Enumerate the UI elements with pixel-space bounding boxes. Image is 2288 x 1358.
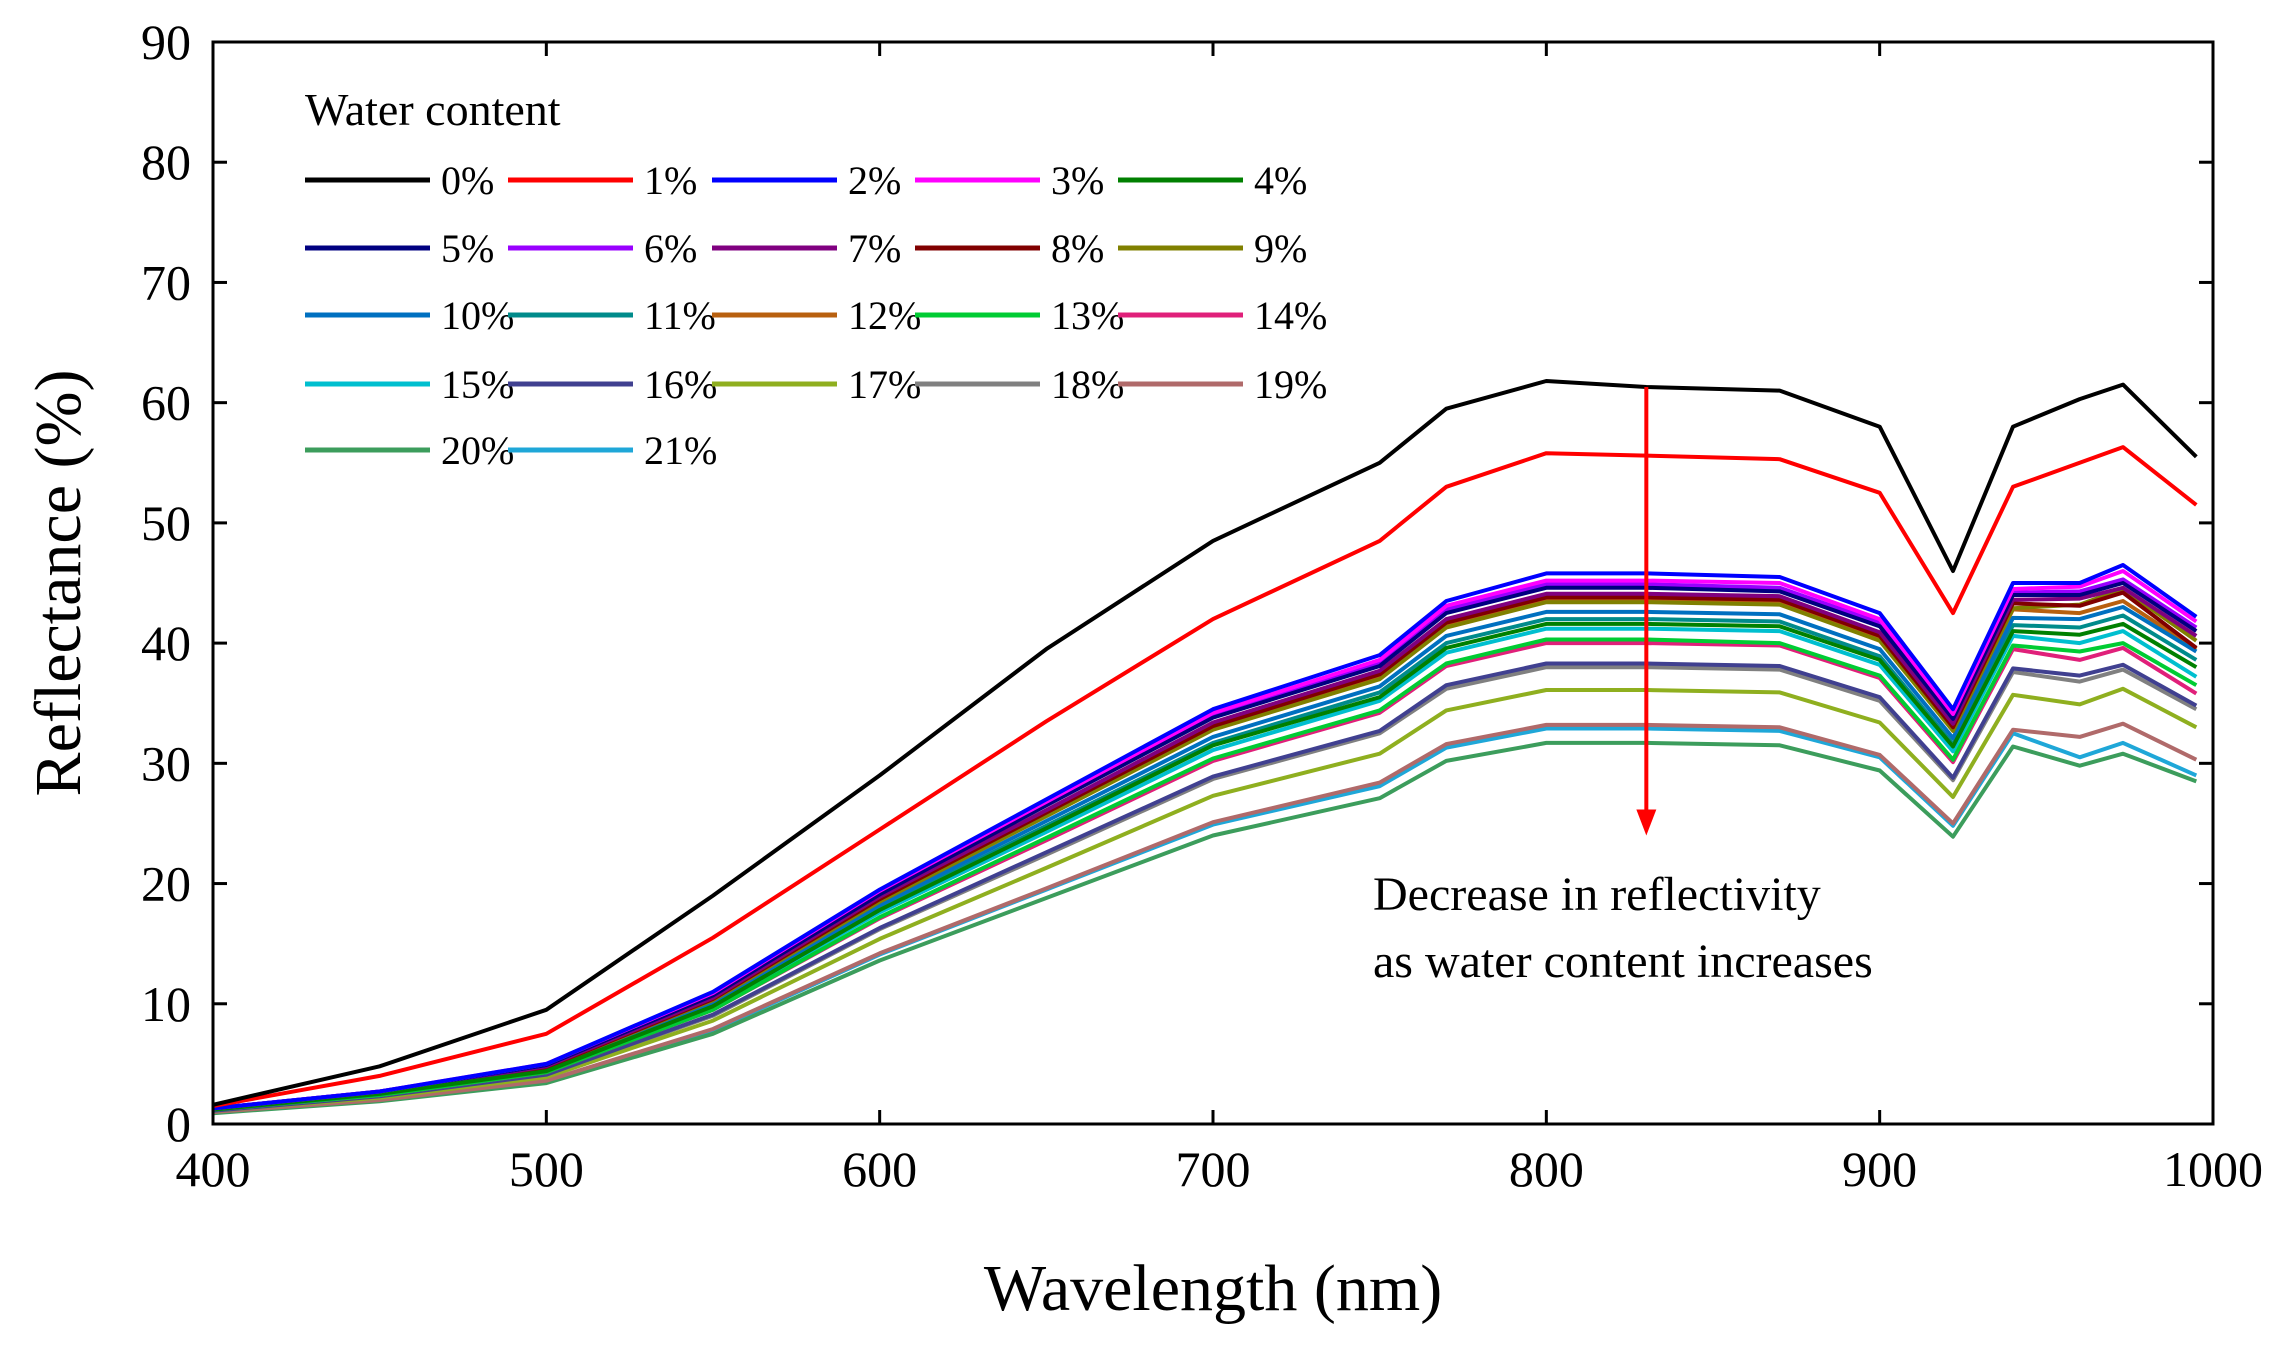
y-tick-label: 10 <box>141 976 191 1032</box>
x-tick-label: 500 <box>509 1141 584 1197</box>
legend-label-21pct: 21% <box>644 428 717 473</box>
y-tick-label: 30 <box>141 735 191 791</box>
ticks-layer: 400 500 600 700 800 900 1000 0 10 20 30 40 50 60 70 80 9… <box>141 14 2263 1197</box>
x-axis-title: Wavelength (nm) <box>984 1252 1442 1325</box>
y-tick-label: 0 <box>166 1096 191 1152</box>
annotation-text-line2: as water content increases <box>1373 935 1873 988</box>
series-line-2pct <box>212 563 2198 1111</box>
series-line-13pct <box>212 637 2198 1112</box>
legend-label-10pct: 10% <box>441 293 514 338</box>
y-tick-label: 60 <box>141 375 191 431</box>
axes-layer <box>211 40 2215 1126</box>
annotation-arrow-head <box>1636 809 1657 836</box>
legend-label-13pct: 13% <box>1051 293 1124 338</box>
legend-label-11pct: 11% <box>644 293 716 338</box>
y-tick-label: 50 <box>141 495 191 551</box>
y-tick-label: 40 <box>141 615 191 671</box>
series-line-16pct <box>212 661 2198 1113</box>
series-line-17pct <box>212 686 2198 1113</box>
legend-label-15pct: 15% <box>441 362 514 407</box>
y-axis-title: Reflectance (%) <box>22 370 95 797</box>
annotation-layer: Decrease in reflectivity as water conten… <box>1373 387 1873 988</box>
legend-label-12pct: 12% <box>848 293 921 338</box>
series-line-4pct <box>212 621 2198 1112</box>
legend-title: Water content <box>305 84 561 135</box>
legend-label-4pct: 4% <box>1254 158 1307 203</box>
legend-label-6pct: 6% <box>644 226 697 271</box>
legend: Water content 0% 1% 2% 3% 4% 5% 6% 7% 8% 9% 10% 11%… <box>305 84 1327 473</box>
legend-label-3pct: 3% <box>1051 158 1104 203</box>
series-line-1pct <box>212 445 2198 1108</box>
x-tick-label: 1000 <box>2163 1141 2263 1197</box>
legend-label-20pct: 20% <box>441 428 514 473</box>
series-line-9pct <box>212 587 2198 1111</box>
legend-label-17pct: 17% <box>848 362 921 407</box>
x-tick-label: 400 <box>176 1141 251 1197</box>
legend-label-19pct: 19% <box>1254 362 1327 407</box>
plot-frame <box>211 40 2215 1126</box>
legend-label-0pct: 0% <box>441 158 494 203</box>
legend-label-14pct: 14% <box>1254 293 1327 338</box>
legend-label-18pct: 18% <box>1051 362 1124 407</box>
series-line-0pct <box>212 379 2198 1107</box>
series-layer <box>212 379 2198 1116</box>
series-line-10pct <box>212 605 2198 1112</box>
x-tick-label: 900 <box>1842 1141 1917 1197</box>
y-tick-label: 90 <box>141 14 191 70</box>
legend-label-8pct: 8% <box>1051 226 1104 271</box>
legend-label-2pct: 2% <box>848 158 901 203</box>
y-tick-label: 20 <box>141 856 191 912</box>
y-tick-label: 80 <box>141 134 191 190</box>
x-tick-label: 800 <box>1509 1141 1584 1197</box>
annotation-text-line1: Decrease in reflectivity <box>1373 868 1821 921</box>
series-line-7pct <box>212 585 2198 1111</box>
legend-label-16pct: 16% <box>644 362 717 407</box>
y-tick-label: 70 <box>141 254 191 310</box>
series-line-5pct <box>212 581 2198 1111</box>
series-line-20pct <box>212 740 2198 1116</box>
legend-label-5pct: 5% <box>441 226 494 271</box>
x-tick-label: 700 <box>1176 1141 1251 1197</box>
legend-items: 0% 1% 2% 3% 4% 5% 6% 7% 8% 9% 10% 11% 12% 13% 14% 15% 16… <box>305 158 1327 473</box>
legend-label-7pct: 7% <box>848 226 901 271</box>
x-tick-label: 600 <box>842 1141 917 1197</box>
series-line-19pct <box>212 721 2198 1114</box>
legend-label-1pct: 1% <box>644 158 697 203</box>
legend-label-9pct: 9% <box>1254 226 1307 271</box>
